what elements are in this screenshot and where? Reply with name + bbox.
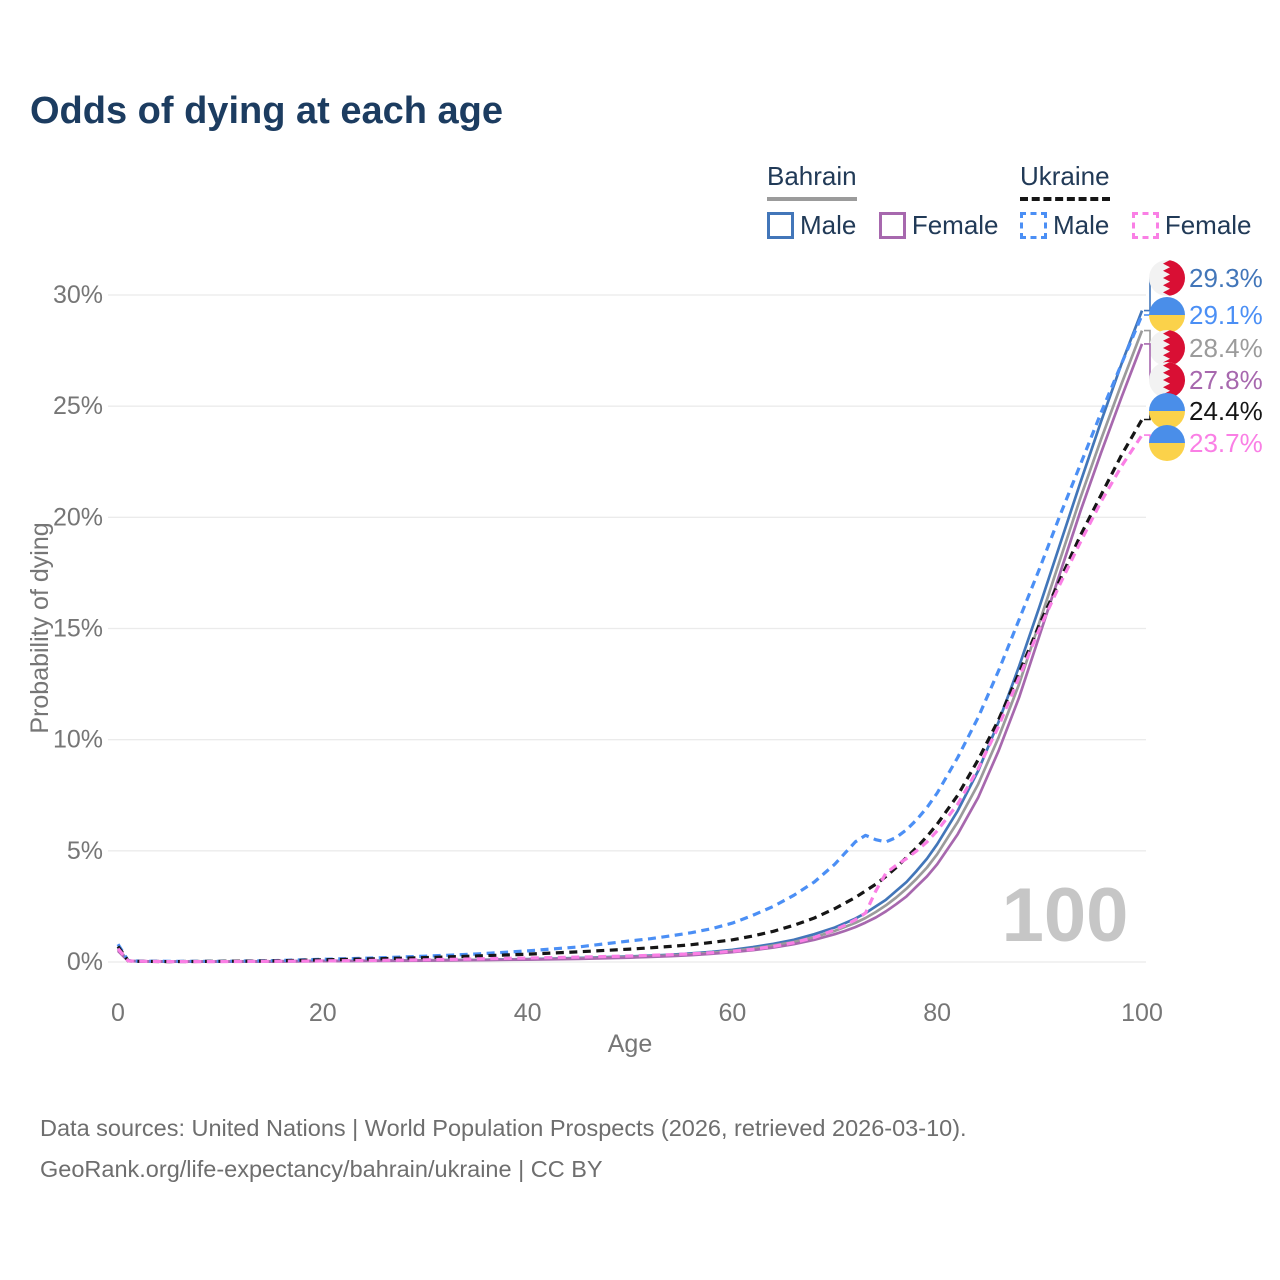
series-line-bahrain-female[interactable] [117,343,1144,963]
legend-country-label: Ukraine [1020,161,1110,201]
bahrain-flag-icon [1149,330,1185,366]
legend-group-ukraine: Ukraine Male Female [1020,161,1270,244]
end-label-ukraine-male: 29.1% [1189,300,1263,330]
page-title: Odds of dying at each age [30,90,503,132]
bahrain-female-swatch-icon [878,212,906,239]
legend-item-bahrain-male[interactable]: Male [767,210,856,241]
y-tick-label: 15% [53,615,103,643]
y-tick-label: 30% [53,281,103,309]
y-tick-label: 20% [53,503,103,531]
x-tick-label: 60 [718,999,746,1027]
ukraine-male-swatch-icon [1020,212,1047,239]
legend-country-ukraine[interactable]: Ukraine [1020,161,1110,201]
age-watermark: 100 [1002,873,1129,958]
legend-group-bahrain: Bahrain Male Female [767,161,1017,244]
legend-item-label: Female [911,210,999,240]
x-tick-label: 100 [1121,999,1163,1027]
end-label-bahrain-both-sexes: 28.4% [1189,333,1263,363]
end-label-ukraine-female: 23.7% [1189,428,1263,458]
y-tick-label: 10% [53,726,103,754]
end-label-bahrain-female: 27.8% [1189,365,1263,395]
bahrain-flag-icon [1149,362,1185,398]
ukraine-flag-icon [1149,425,1185,461]
y-tick-label: 0% [67,948,103,976]
legend-country-label: Bahrain [767,161,857,201]
legend-item-label: Male [800,210,857,240]
y-tick-label: 5% [67,837,103,865]
y-tick-label: 25% [53,392,103,420]
ukraine-female-swatch-icon [1131,212,1159,239]
series-line-ukraine-both-sexes[interactable] [116,418,1144,964]
series-line-bahrain-both-sexes[interactable] [117,330,1144,963]
legend-item-label: Male [1053,210,1110,240]
x-axis-title: Age [608,1030,652,1058]
series-line-ukraine-male[interactable] [116,314,1144,963]
footer-sources: Data sources: United Nations | World Pop… [40,1115,967,1141]
chart-footer: Data sources: United Nations | World Pop… [40,1108,967,1190]
legend-item-ukraine-male[interactable]: Male [1020,210,1109,241]
bahrain-male-swatch-icon [767,212,794,239]
series-line-bahrain-male[interactable] [116,310,1144,963]
x-tick-label: 80 [923,999,951,1027]
legend-item-label: Female [1164,210,1252,240]
bahrain-flag-icon [1149,260,1185,296]
end-label-ukraine-both-sexes: 24.4% [1189,396,1263,426]
legend-item-bahrain-female[interactable]: Female [878,210,999,241]
ukraine-flag-icon [1149,297,1185,333]
footer-attribution: GeoRank.org/life-expectancy/bahrain/ukra… [40,1156,603,1182]
x-tick-label: 40 [514,999,542,1027]
y-axis-title: Probability of dying [26,522,54,733]
series-line-ukraine-female[interactable] [116,434,1144,964]
x-tick-label: 0 [111,999,125,1027]
end-label-bahrain-male: 29.3% [1189,263,1263,293]
x-tick-label: 20 [309,999,337,1027]
ukraine-flag-icon [1149,393,1185,429]
line-chart-canvas: 0% 5% 10% 15% 20% 25% 30% 0 20 40 60 80 100 Age Probab… [26,260,1263,1058]
legend-country-bahrain[interactable]: Bahrain [767,161,857,201]
legend-item-ukraine-female[interactable]: Female [1131,210,1252,241]
